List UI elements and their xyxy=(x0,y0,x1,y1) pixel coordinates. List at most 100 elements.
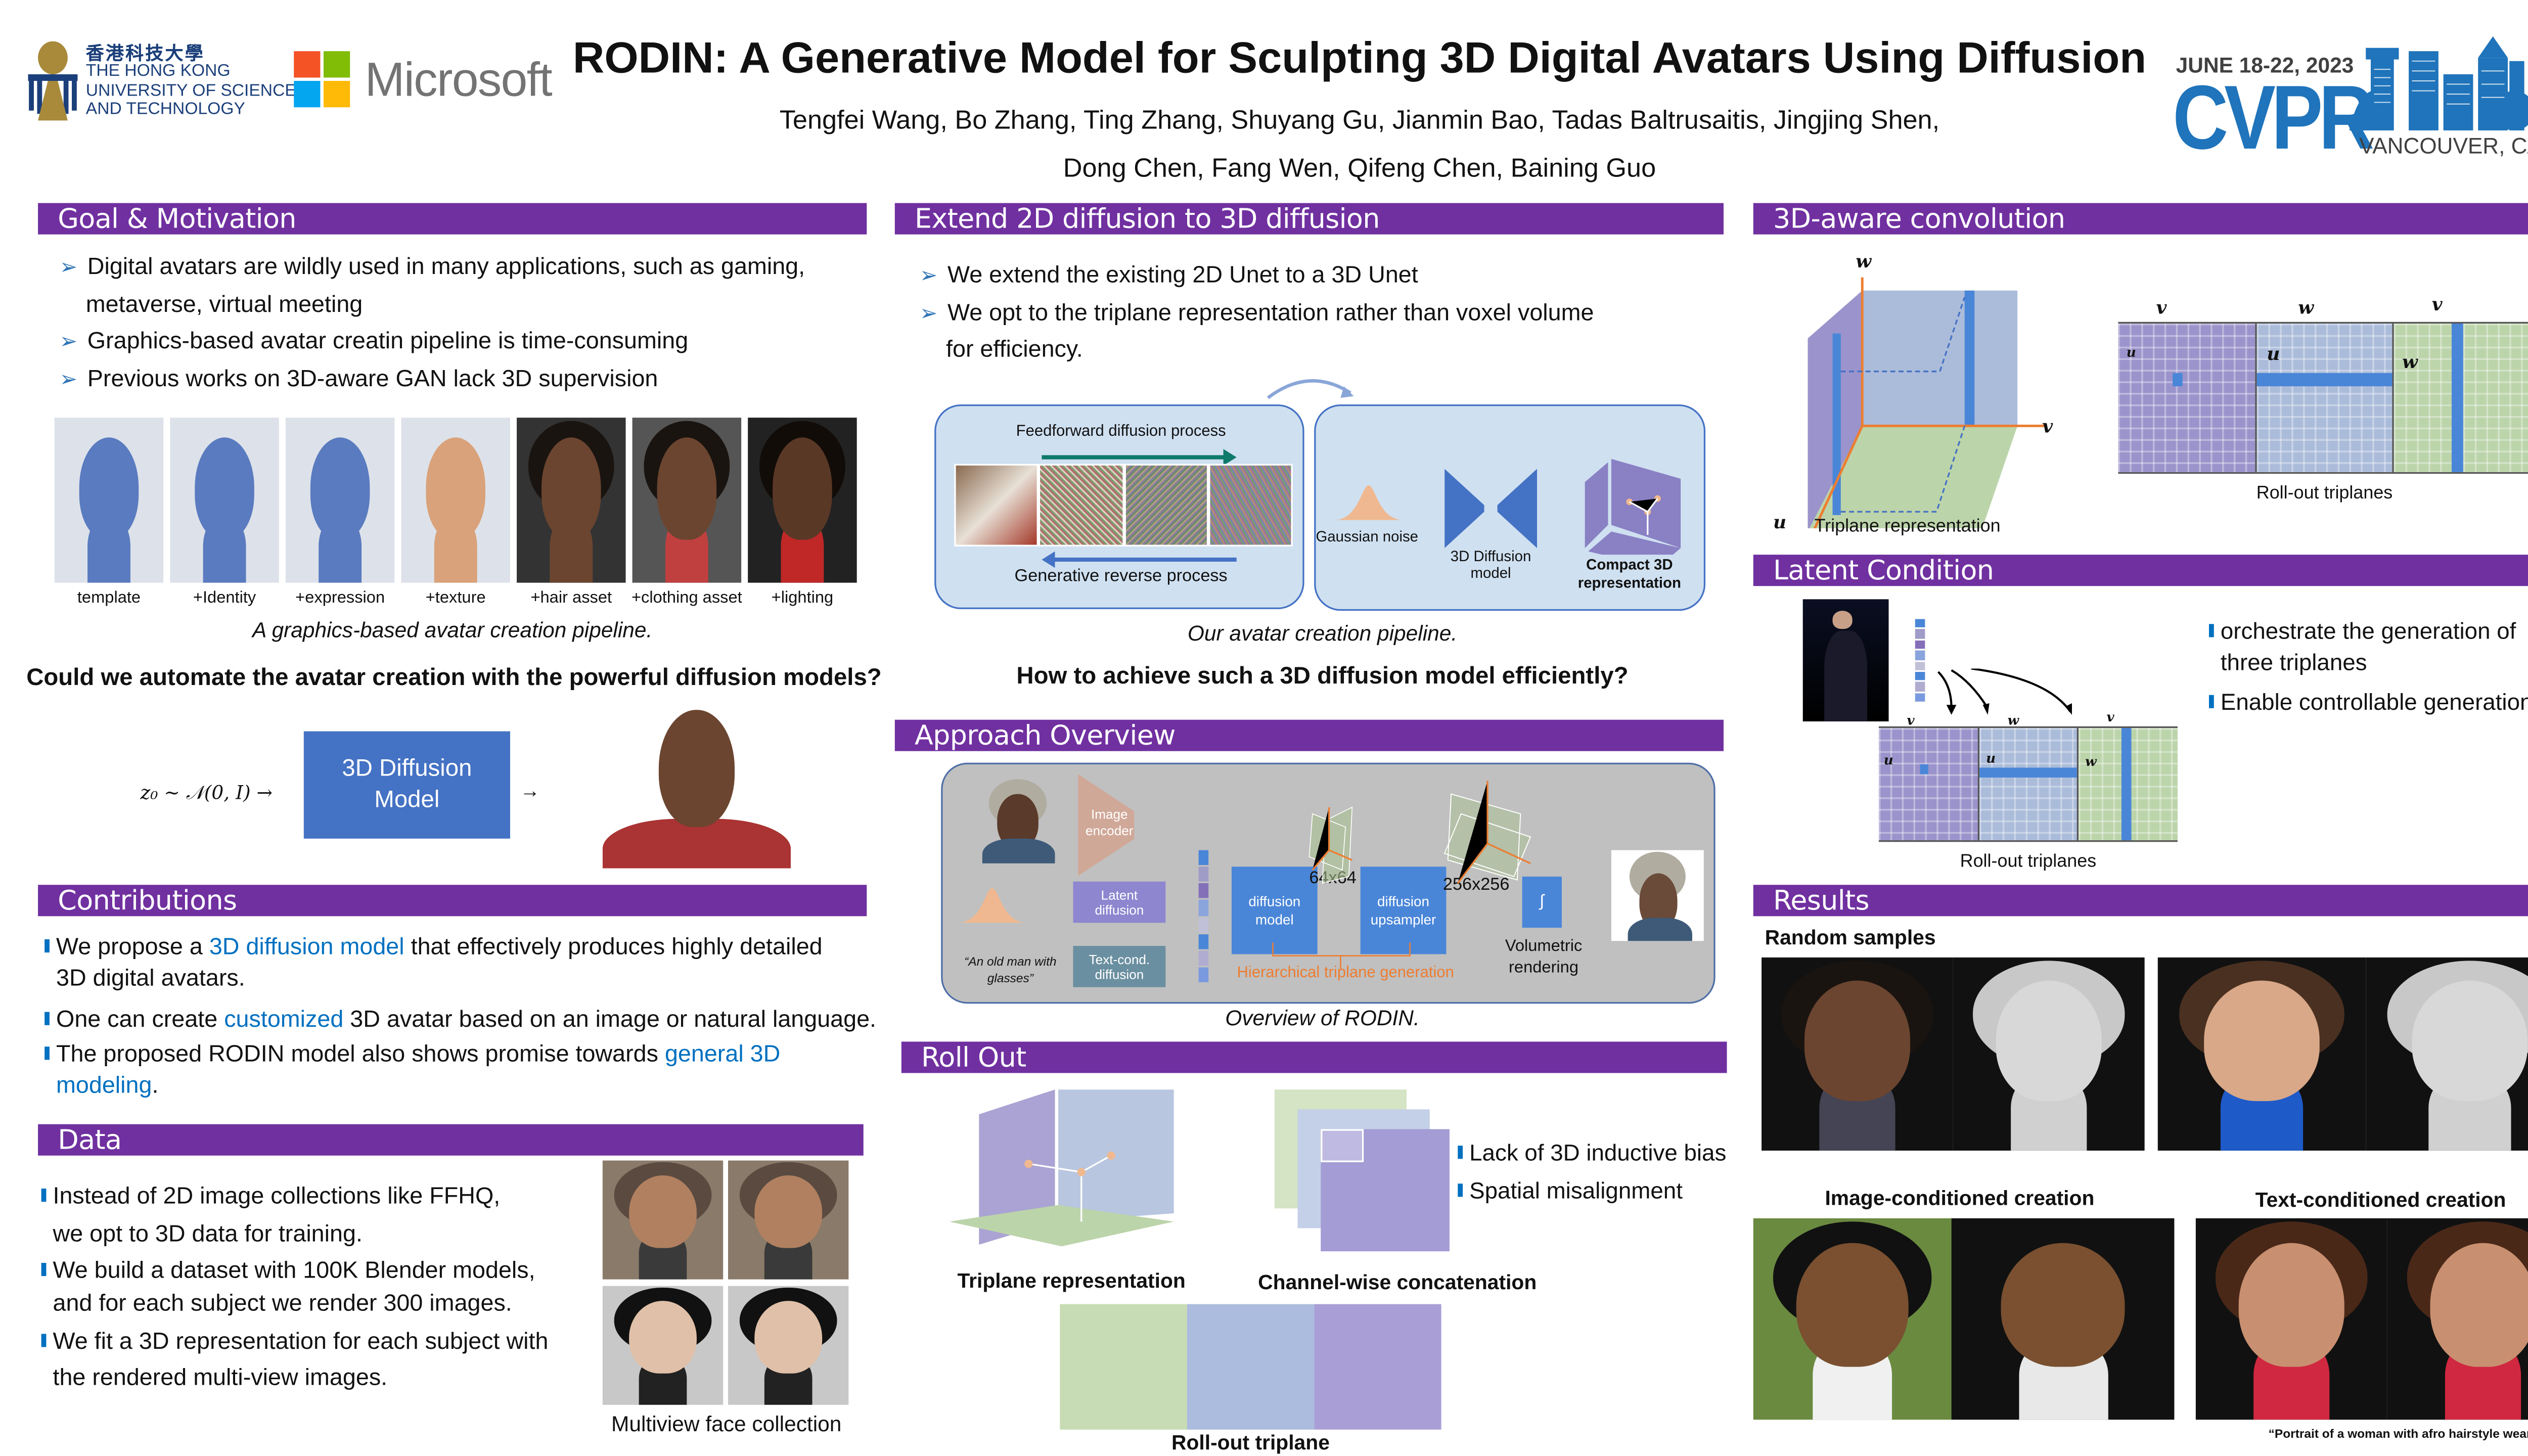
bullet-text: we opt to 3D data for training. xyxy=(53,1220,363,1247)
hkust-emblem-icon xyxy=(28,41,78,121)
rollout-axis-w: w xyxy=(2298,297,2314,319)
bullet-text: for efficiency. xyxy=(946,337,1083,363)
noisier-cat-image xyxy=(1125,465,1207,545)
text-conditioned-avatar xyxy=(2195,1218,2387,1420)
square-bullet-icon xyxy=(1458,1182,1463,1196)
random-samples-label: Random samples xyxy=(1765,926,1936,949)
conditioning-arrows-icon xyxy=(1937,668,2072,715)
poster-title: RODIN: A Generative Model for Sculpting … xyxy=(572,33,2147,83)
text: encoder xyxy=(1086,824,1134,839)
multiview-caption: Multiview face collection xyxy=(611,1411,842,1436)
bullet-text: Graphics-based avatar creatin pipeline i… xyxy=(87,328,689,355)
text-cond-diffusion-box: Text-cond. diffusion xyxy=(1073,946,1166,987)
text: “An old man with xyxy=(964,954,1057,969)
pipeline-image xyxy=(748,418,857,583)
volumetric-render-box: ∫ xyxy=(1522,876,1562,928)
text: model xyxy=(1470,564,1511,581)
pipeline-label: template xyxy=(77,589,141,608)
text-conditioned-avatar xyxy=(2387,1218,2528,1420)
text: diffusion xyxy=(1248,892,1301,909)
hierarchical-label: Hierarchical triplane generation xyxy=(1237,964,1454,982)
rollout-axis-w2: w xyxy=(2402,351,2418,373)
old-man-input-image xyxy=(972,778,1063,863)
rollout-axis-u: u xyxy=(2126,343,2136,360)
goal-bullets: ➢ Digital avatars are wildly used in many… xyxy=(60,249,805,398)
goal-question: Could we automate the avatar creation wi… xyxy=(26,665,882,692)
pipeline-label: +lighting xyxy=(771,589,834,608)
bullet-text: Previous works on 3D-aware GAN lack 3D s… xyxy=(87,366,658,392)
section-goal-motivation: Goal & Motivation xyxy=(38,203,867,235)
image-conditioned-label: Image-conditioned creation xyxy=(1825,1187,2095,1210)
latent-axis-u2: u xyxy=(1986,749,1996,766)
microsoft-logo: Microsoft xyxy=(294,51,566,114)
section-results: Results xyxy=(1753,885,2528,917)
axis-u: u xyxy=(1773,512,1787,533)
section-contributions: Contributions xyxy=(38,885,867,917)
latent-axis-v: v xyxy=(1907,711,1915,729)
bullet-text: metaverse, virtual meeting xyxy=(85,291,363,318)
cat-noise-images xyxy=(954,464,1293,547)
bullet-text: the rendered multi-view images. xyxy=(53,1365,388,1392)
conv-rollout-figure xyxy=(2118,322,2528,474)
multiview-face-image xyxy=(602,1160,724,1280)
output-arrow: → xyxy=(520,779,540,802)
latent-code-vector xyxy=(1198,850,1209,982)
random-sample-face xyxy=(2157,957,2366,1151)
text: Latent xyxy=(1101,887,1138,902)
diffusion-upsampler-box: diffusion upsampler xyxy=(1360,867,1447,954)
latent-axis-v2: v xyxy=(2106,708,2114,725)
bullet-text: We opt to the triplane representation ra… xyxy=(947,299,1594,326)
triplane-axes-figure xyxy=(1808,277,2047,528)
arrow-bullet-icon: ➢ xyxy=(59,366,78,391)
text: One can create xyxy=(56,1007,224,1034)
authors-line-1: Tengfei Wang, Bo Zhang, Ting Zhang, Shuy… xyxy=(779,107,1940,135)
triplane-representation-figure xyxy=(949,1089,1174,1247)
bullet-text: and for each subject we render 300 image… xyxy=(53,1290,512,1317)
highlight: modeling xyxy=(56,1072,152,1099)
hkust-name: THE HONG KONG UNIVERSITY OF SCIENCE AND … xyxy=(86,63,296,120)
extend-caption: Our avatar creation pipeline. xyxy=(1187,620,1458,646)
highlight: general 3D xyxy=(664,1040,781,1068)
text: We propose a xyxy=(56,934,209,961)
cvpr-wordmark: CVPR xyxy=(2173,66,2374,169)
input-photo xyxy=(1753,1218,1952,1420)
data-bullets: Instead of 2D image collections like FFH… xyxy=(41,1178,549,1397)
text: that effectively produces highly detaile… xyxy=(404,934,823,961)
text: diffusion xyxy=(1377,892,1429,909)
extend-bullets: ➢ We extend the existing 2D Unet to a 3D … xyxy=(920,257,1594,369)
square-bullet-icon xyxy=(1458,1146,1463,1159)
conv-rollout-caption: Roll-out triplanes xyxy=(2256,483,2393,504)
highlight: 3D diffusion model xyxy=(209,934,404,961)
highlight: customized xyxy=(224,1007,344,1034)
pipeline-label: +clothing asset xyxy=(631,589,742,608)
rendered-old-man-image xyxy=(1611,850,1704,941)
pipeline-image xyxy=(632,418,742,583)
cvpr-logo: JUNE 18-22, 2023 CVPR VANCOUVER, CANADA xyxy=(2171,25,2528,169)
3d-diffusion-panel: Gaussian noise 3D Diffusion model Compact… xyxy=(1314,404,1706,611)
text: diffusion xyxy=(1095,966,1144,982)
3d-diffusion-model-box: 3D Diffusion Model xyxy=(303,731,510,839)
small-triplane-icon xyxy=(1308,806,1353,884)
latent-axis-u: u xyxy=(1883,751,1893,768)
multiview-face-image xyxy=(728,1160,849,1280)
pipeline-caption: A graphics-based avatar creation pipelin… xyxy=(252,617,653,643)
section-approach-overview: Approach Overview xyxy=(894,719,1724,751)
box-label: Model xyxy=(374,786,440,813)
bullet-text: Instead of 2D image collections like FFH… xyxy=(53,1184,501,1210)
concat-caption: Channel-wise concatenation xyxy=(1258,1271,1537,1295)
microsoft-wordmark: Microsoft xyxy=(365,54,553,108)
triplane-caption: Triplane representation xyxy=(957,1269,1186,1293)
text: Volumetric xyxy=(1505,937,1583,956)
pipeline-label: +texture xyxy=(425,589,486,608)
square-bullet-icon xyxy=(44,1045,50,1059)
rollout-caption: Roll-out triplane xyxy=(1171,1431,1330,1454)
pipeline-image xyxy=(401,418,510,583)
latent-bullets: orchestrate the generation of three trip… xyxy=(2208,616,2528,720)
text-prompt-caption: “Portrait of a woman with afro hairstyle… xyxy=(2268,1426,2528,1441)
random-sample-face xyxy=(1762,957,1953,1151)
resolution-256: 256x256 xyxy=(1442,875,1510,895)
bullet-text: We extend the existing 2D Unet to a 3D U… xyxy=(947,262,1418,289)
noise-formula: z₀ ~ 𝒩(0, I) → xyxy=(140,781,273,804)
rollout-bullets: Lack of 3D inductive bias Spatial misali… xyxy=(1458,1134,1726,1208)
pure-noise-image xyxy=(1209,465,1291,545)
